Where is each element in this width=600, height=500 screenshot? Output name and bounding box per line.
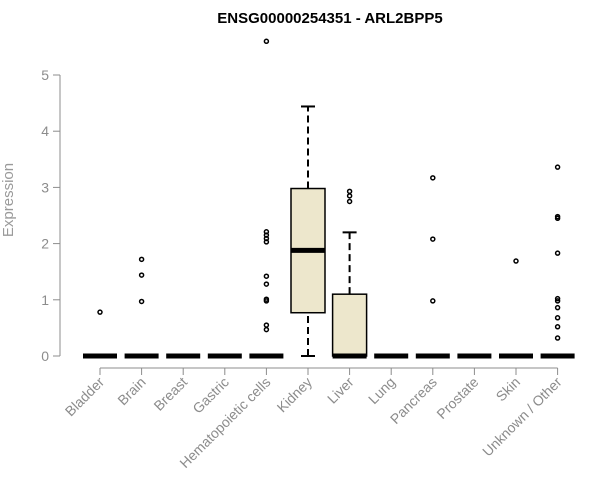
outlier-point xyxy=(263,281,270,287)
y-tick-label: 1 xyxy=(41,292,49,308)
outlier-point xyxy=(554,324,561,330)
outlier-point xyxy=(346,188,353,195)
outlier-point xyxy=(97,309,103,315)
outlier-point xyxy=(263,326,270,333)
outlier-point xyxy=(138,298,145,305)
outlier-point xyxy=(513,258,519,264)
x-tick-label: Kidney xyxy=(274,374,316,416)
outlier-point xyxy=(554,315,561,321)
x-tick-label: Unknown / Other xyxy=(479,374,565,460)
y-tick-label: 5 xyxy=(41,67,49,83)
outlier-point xyxy=(263,322,270,328)
outlier-point xyxy=(554,295,561,302)
iqr-box xyxy=(331,293,368,357)
outlier-point xyxy=(554,250,561,256)
y-tick-label: 3 xyxy=(41,179,49,195)
y-tick-label: 0 xyxy=(41,348,49,364)
x-tick-label: Liver xyxy=(324,374,357,407)
outlier-point xyxy=(554,164,561,170)
x-tick-label: Breast xyxy=(150,374,190,414)
outlier-point xyxy=(554,298,561,304)
outlier-point xyxy=(430,175,436,181)
x-tick-label: Skin xyxy=(493,374,524,405)
outlier-point xyxy=(263,229,270,235)
chart-title: ENSG00000254351 - ARL2BPP5 xyxy=(217,10,442,27)
outlier-point xyxy=(263,296,270,302)
outlier-point xyxy=(554,335,561,341)
outlier-point xyxy=(554,304,561,311)
y-axis-label: Expression xyxy=(0,163,17,237)
outlier-point xyxy=(430,298,436,304)
outlier-point xyxy=(138,256,145,263)
outlier-point xyxy=(346,198,353,205)
outlier-point xyxy=(430,236,436,242)
outlier-point xyxy=(263,273,270,279)
outlier-point xyxy=(263,38,270,45)
x-tick-label: Prostate xyxy=(433,374,481,422)
y-tick-label: 4 xyxy=(41,123,49,139)
outlier-point xyxy=(554,213,561,220)
x-tick-label: Brain xyxy=(114,374,148,408)
outlier-point xyxy=(346,193,353,199)
x-tick-label: Lung xyxy=(365,374,398,407)
y-tick-label: 2 xyxy=(41,236,49,252)
outlier-point xyxy=(138,272,145,278)
x-tick-label: Bladder xyxy=(62,374,108,420)
